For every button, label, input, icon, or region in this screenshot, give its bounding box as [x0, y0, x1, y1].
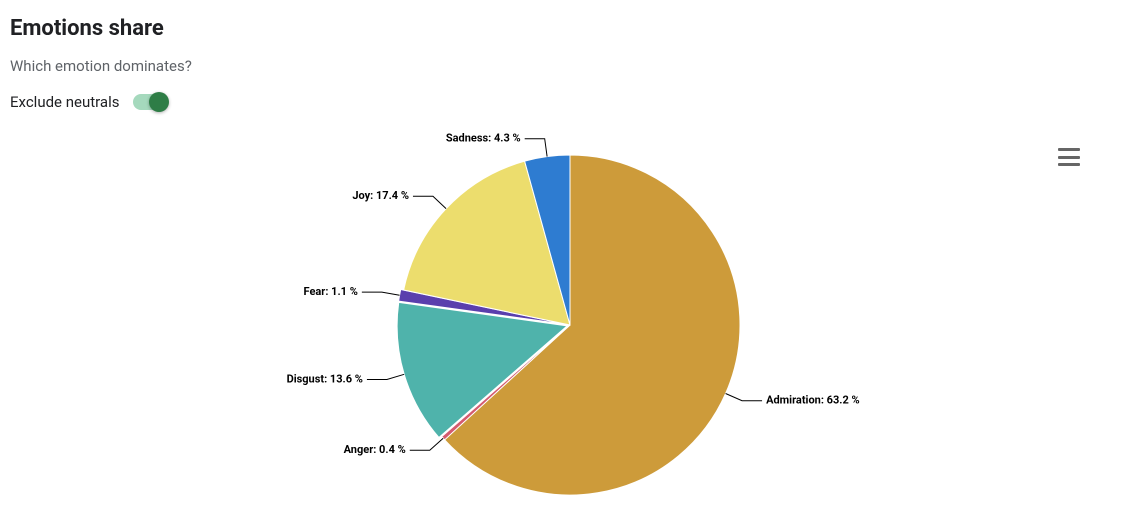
emotions-pie-chart: Admiration: 63.2 % Anger: 0.4 % Disgust: 1… [0, 130, 1140, 511]
slice-label-sadness: Sadness: 4.3 % [446, 132, 521, 145]
toggle-thumb [149, 92, 169, 112]
pie-chart-container: Admiration: 63.2 % Anger: 0.4 % Disgust: 1… [0, 130, 1140, 511]
label-leader-admiration [726, 393, 762, 400]
slice-label-disgust: Disgust: 13.6 % [287, 372, 363, 385]
slice-label-joy: Joy: 17.4 % [352, 189, 409, 202]
page-subtitle: Which emotion dominates? [10, 57, 1130, 75]
exclude-neutrals-toggle[interactable] [133, 94, 167, 110]
label-leader-joy [413, 196, 446, 208]
slice-label-fear: Fear: 1.1 % [304, 285, 358, 298]
label-leader-fear [362, 292, 400, 295]
label-leader-sadness [525, 139, 547, 157]
page-title: Emotions share [10, 16, 1130, 41]
exclude-neutrals-label: Exclude neutrals [10, 93, 119, 111]
slice-label-admiration: Admiration: 63.2 % [766, 394, 860, 407]
slice-label-anger: Anger: 0.4 % [344, 443, 406, 456]
label-leader-anger [410, 438, 443, 450]
label-leader-disgust [367, 374, 404, 379]
